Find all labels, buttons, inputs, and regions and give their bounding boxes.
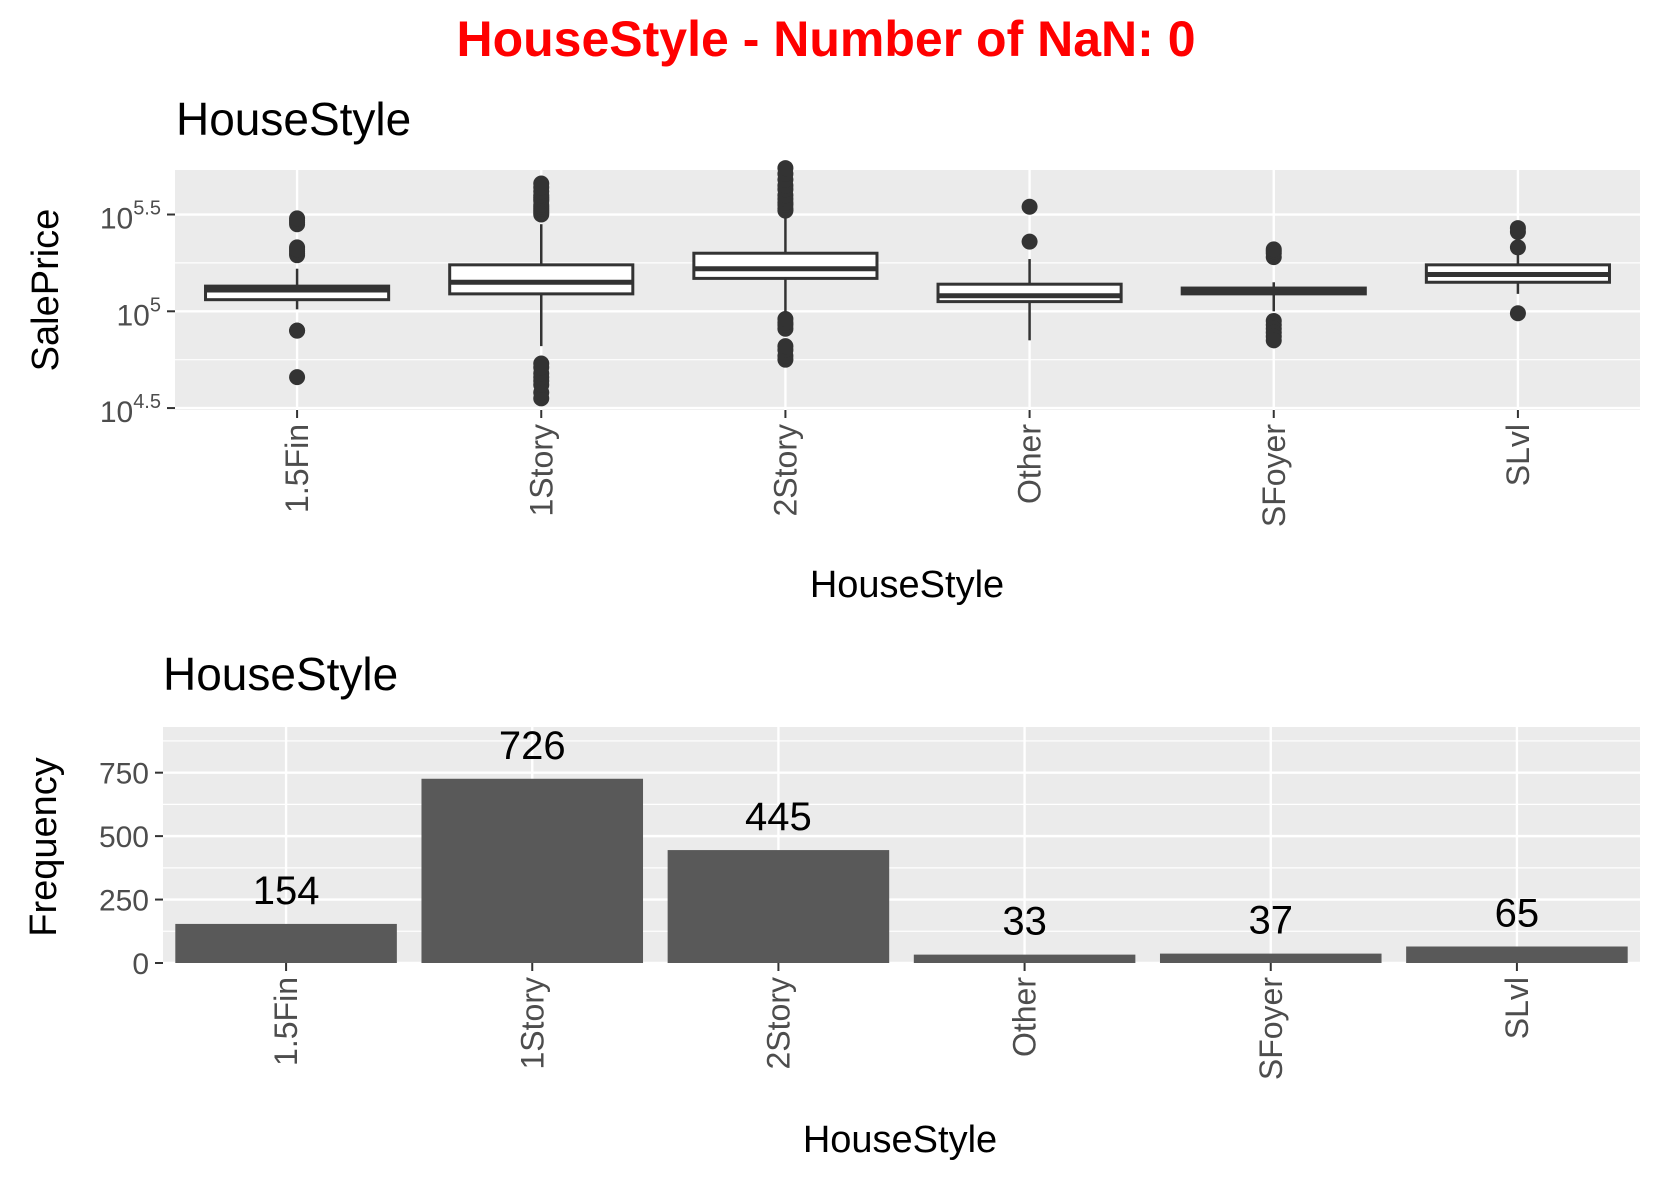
data-label-1.5Fin: 154 <box>253 869 320 913</box>
x-tick-label: 2Story <box>767 424 803 516</box>
bar-chart: HouseStyle 0 250 500 750 154 726 445 33 37 65 1.… <box>23 648 1640 1161</box>
boxplot-x-axis-label: HouseStyle <box>810 564 1004 606</box>
bar-x-ticks: 1.5Fin 1Story 2Story Other SFoyer SLvl <box>268 963 1535 1080</box>
data-label-Other: 33 <box>1002 900 1047 944</box>
x-tick-label: 2Story <box>760 977 796 1069</box>
outlier-point <box>777 311 794 328</box>
data-label-1Story: 726 <box>499 724 566 768</box>
boxplot-panel <box>175 170 1640 410</box>
iqr-box <box>448 263 635 296</box>
y-tick-label: 105.5 <box>100 198 161 236</box>
x-tick-label: SFoyer <box>1256 424 1292 527</box>
outlier-point <box>1509 220 1526 237</box>
bar-Other <box>913 954 1136 963</box>
x-tick-label: SFoyer <box>1253 977 1289 1080</box>
outlier-point <box>1509 239 1526 256</box>
outlier-point <box>289 241 306 258</box>
outlier-point <box>777 160 794 177</box>
x-tick-label: SLvl <box>1500 424 1536 486</box>
outlier-point <box>1021 198 1038 215</box>
x-tick-label: 1Story <box>523 424 559 516</box>
outlier-point <box>289 369 306 386</box>
y-tick-label: 104.5 <box>100 391 161 429</box>
boxplot-title: HouseStyle <box>176 93 411 145</box>
outlier-point <box>533 355 550 372</box>
x-tick-label: Other <box>1007 977 1043 1057</box>
bar-marks: 154 726 445 33 37 65 <box>175 724 1628 963</box>
box-1Story <box>448 175 635 407</box>
outlier-point <box>289 322 306 339</box>
x-tick-label: Other <box>1012 424 1048 504</box>
outlier-point <box>777 338 794 355</box>
bar-1Story <box>421 778 644 963</box>
outlier-point <box>1021 233 1038 250</box>
data-label-2Story: 445 <box>745 795 812 839</box>
y-tick-label: 105 <box>117 294 162 332</box>
boxplot-marks <box>204 160 1611 407</box>
x-tick-label: 1.5Fin <box>268 977 304 1066</box>
boxplot-y-axis-label: SalePrice <box>25 209 67 372</box>
bar-2Story <box>667 850 890 963</box>
boxplot-gridlines <box>175 170 1640 410</box>
bar-gridlines <box>163 727 1640 965</box>
box-SFoyer <box>1180 241 1367 349</box>
box-SLvl <box>1424 220 1611 322</box>
outlier-point <box>1509 305 1526 322</box>
bar-x-axis-label: HouseStyle <box>803 1119 997 1161</box>
bar-SLvl <box>1406 946 1628 963</box>
box-Other <box>936 198 1123 341</box>
x-tick-label: 1Story <box>514 977 550 1069</box>
outlier-point <box>1265 241 1282 258</box>
boxplot-y-ticks: 104.5 105 105.5 <box>100 198 175 429</box>
boxplot-x-ticks: 1.5Fin 1Story 2Story Other SFoyer SLvl <box>279 410 1536 527</box>
page-title: HouseStyle - Number of NaN: 0 <box>456 11 1195 67</box>
boxplot-chart: HouseStyle 104.5 105 105.5 1.5Fin 1Story 2St… <box>25 93 1640 606</box>
bar-1.5Fin <box>175 923 397 963</box>
y-tick-label: 500 <box>99 821 149 854</box>
y-tick-label: 250 <box>99 885 149 918</box>
x-tick-label: 1.5Fin <box>279 424 315 513</box>
y-tick-label: 750 <box>99 758 149 791</box>
y-tick-label: 0 <box>132 948 149 981</box>
iqr-box <box>692 251 879 280</box>
iqr-box <box>936 282 1123 304</box>
data-label-SLvl: 65 <box>1495 892 1540 936</box>
x-tick-label: SLvl <box>1499 977 1535 1039</box>
box-1.5Fin <box>204 210 391 386</box>
outlier-point <box>1265 332 1282 349</box>
box-2Story <box>692 160 879 368</box>
outlier-point <box>533 175 550 192</box>
outlier-point <box>289 210 306 227</box>
bar-title: HouseStyle <box>163 648 398 700</box>
data-label-SFoyer: 37 <box>1249 899 1294 943</box>
bar-y-ticks: 0 250 500 750 <box>99 758 163 981</box>
bar-panel <box>163 727 1640 963</box>
bar-SFoyer <box>1159 953 1382 963</box>
bar-y-axis-label: Frequency <box>23 757 65 937</box>
